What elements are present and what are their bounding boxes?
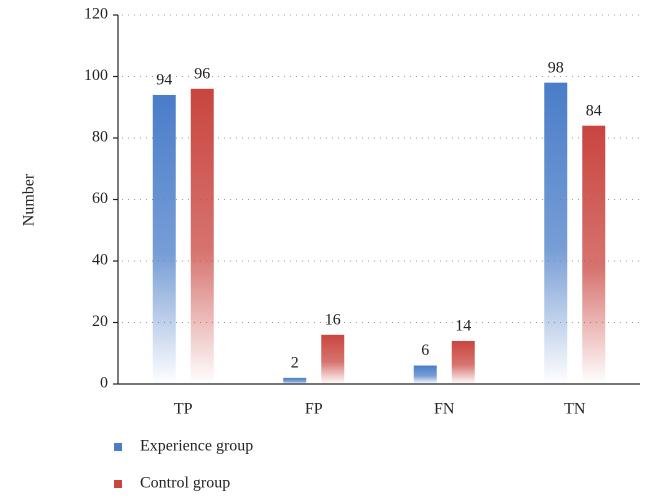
y-tick-label: 0 [100, 375, 108, 392]
value-label: 14 [455, 318, 471, 335]
bar [413, 365, 437, 384]
y-tick-label: 40 [92, 252, 108, 269]
value-label: 84 [586, 102, 602, 119]
y-axis-label: Number [21, 173, 38, 226]
x-tick-label: FP [305, 401, 323, 418]
bar [321, 334, 345, 384]
y-tick-label: 60 [92, 190, 108, 207]
bar [283, 377, 307, 384]
value-label: 98 [548, 59, 564, 76]
bar [190, 88, 214, 385]
x-tick-label: TN [564, 401, 586, 418]
bar [451, 340, 475, 384]
legend-swatch [114, 480, 122, 488]
x-tick-label: FN [434, 401, 455, 418]
y-tick-label: 20 [92, 313, 108, 330]
y-tick-label: 120 [84, 6, 108, 23]
bar [582, 125, 606, 384]
x-tick-label: TP [174, 401, 193, 418]
bar [152, 94, 176, 384]
value-label: 96 [194, 65, 210, 82]
value-label: 6 [421, 342, 429, 359]
value-label: 94 [156, 72, 172, 89]
legend-label: Experience group [140, 438, 253, 455]
y-tick-label: 80 [92, 129, 108, 146]
value-label: 2 [291, 355, 299, 372]
bar [544, 82, 568, 385]
legend-swatch [114, 443, 122, 451]
legend-label: Control group [140, 475, 230, 492]
value-label: 16 [325, 311, 341, 328]
y-tick-label: 100 [84, 67, 108, 84]
